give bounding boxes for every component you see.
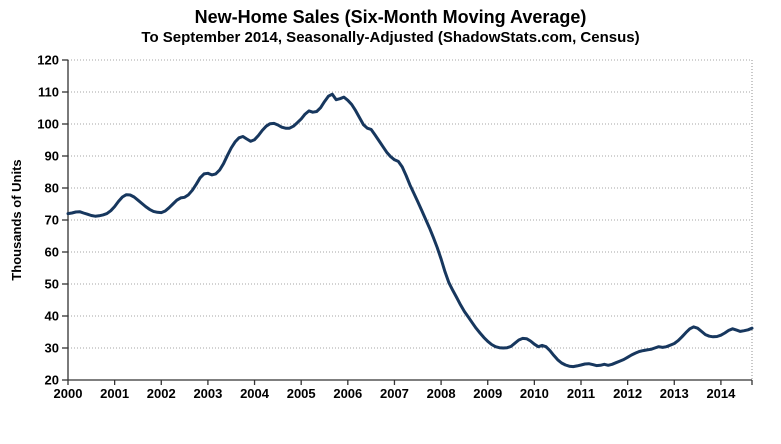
y-axis-title: Thousands of Units [9,159,24,281]
x-tick-label: 2011 [567,386,595,401]
x-tick-label: 2013 [660,386,689,401]
x-tick-label: 2014 [706,386,736,401]
x-tick-label: 2002 [147,386,176,401]
x-tick-label: 2006 [333,386,362,401]
x-tick-label: 2007 [380,386,409,401]
x-tick-label: 2001 [100,386,129,401]
x-tick-label: 2004 [240,386,270,401]
y-tick-label: 40 [45,309,59,324]
x-tick-label: 2003 [193,386,222,401]
chart-subtitle: To September 2014, Seasonally-Adjusted (… [141,29,640,46]
x-tick-label: 2008 [427,386,456,401]
x-tick-label: 2005 [287,386,316,401]
x-tick-label: 2010 [520,386,549,401]
y-tick-label: 90 [45,149,59,164]
y-tick-label: 60 [45,245,59,260]
y-tick-label: 80 [45,181,59,196]
y-tick-label: 120 [37,53,59,68]
x-tick-label: 2012 [613,386,642,401]
y-tick-label: 70 [45,213,59,228]
y-tick-label: 110 [38,85,59,100]
x-tick-label: 2009 [473,386,502,401]
x-tick-label: 2000 [54,386,83,401]
y-tick-label: 100 [37,117,59,132]
y-tick-label: 50 [45,277,59,292]
y-tick-label: 30 [45,341,59,356]
chart-title: New-Home Sales (Six-Month Moving Average… [194,7,587,27]
y-tick-label: 20 [45,373,59,388]
sales-line [66,92,754,369]
